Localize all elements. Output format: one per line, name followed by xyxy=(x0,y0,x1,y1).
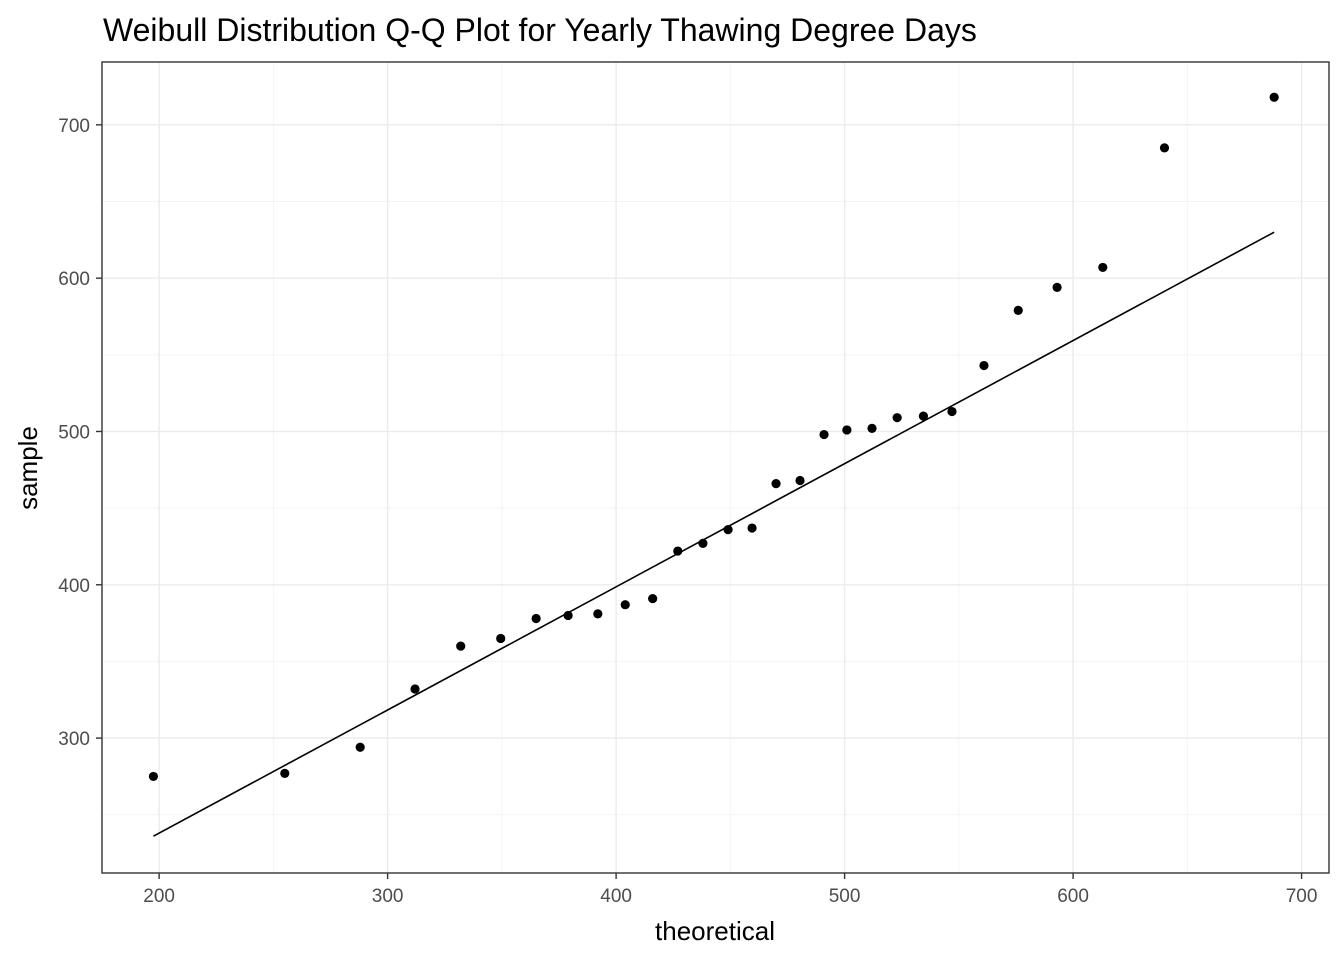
data-point xyxy=(673,546,683,556)
data-point xyxy=(771,478,781,489)
data-point xyxy=(979,360,989,371)
data-point xyxy=(1269,92,1279,102)
y-tick-label: 500 xyxy=(58,422,90,443)
data-point xyxy=(795,475,805,486)
data-point xyxy=(456,641,466,651)
qq-reference-line xyxy=(153,231,1275,837)
panel-border xyxy=(101,61,1330,874)
chart-title: Weibull Distribution Q-Q Plot for Yearly… xyxy=(103,12,977,48)
data-point xyxy=(648,593,658,604)
y-tick-label: 400 xyxy=(58,576,90,597)
data-point xyxy=(148,771,159,782)
data-point xyxy=(698,538,708,548)
data-point xyxy=(593,609,603,619)
data-point xyxy=(747,523,757,533)
y-tick-label: 600 xyxy=(58,269,90,290)
data-point xyxy=(947,406,957,417)
y-axis-title: sample xyxy=(13,426,43,510)
y-tick-label: 300 xyxy=(58,729,90,750)
data-point xyxy=(1013,305,1023,315)
data-point xyxy=(496,633,506,644)
axes: 200 300 400 500 600 700 300 400 500 600 700 xyxy=(58,116,1317,907)
data-point xyxy=(531,613,541,624)
data-point xyxy=(410,684,420,694)
reference-line-layer xyxy=(153,231,1275,837)
data-point xyxy=(280,768,290,778)
data-point xyxy=(723,524,733,535)
data-point xyxy=(842,425,852,435)
data-point xyxy=(1159,143,1170,153)
grid-lines xyxy=(102,62,1329,873)
x-axis-title: theoretical xyxy=(655,916,775,946)
x-tick-label: 700 xyxy=(1286,886,1318,907)
x-tick-label: 400 xyxy=(600,886,632,907)
data-point xyxy=(819,429,829,440)
x-tick-label: 600 xyxy=(1057,886,1089,907)
x-tick-label: 200 xyxy=(143,886,175,907)
data-point xyxy=(867,423,877,434)
data-point xyxy=(620,600,630,610)
x-tick-label: 500 xyxy=(829,886,861,907)
data-point xyxy=(892,413,902,423)
data-point xyxy=(563,610,573,621)
data-point xyxy=(1052,282,1062,292)
x-tick-label: 300 xyxy=(372,886,404,907)
data-point xyxy=(355,742,365,752)
data-points xyxy=(148,92,1279,782)
data-point xyxy=(918,411,929,421)
data-point xyxy=(1098,262,1108,273)
y-tick-label: 700 xyxy=(58,116,90,137)
